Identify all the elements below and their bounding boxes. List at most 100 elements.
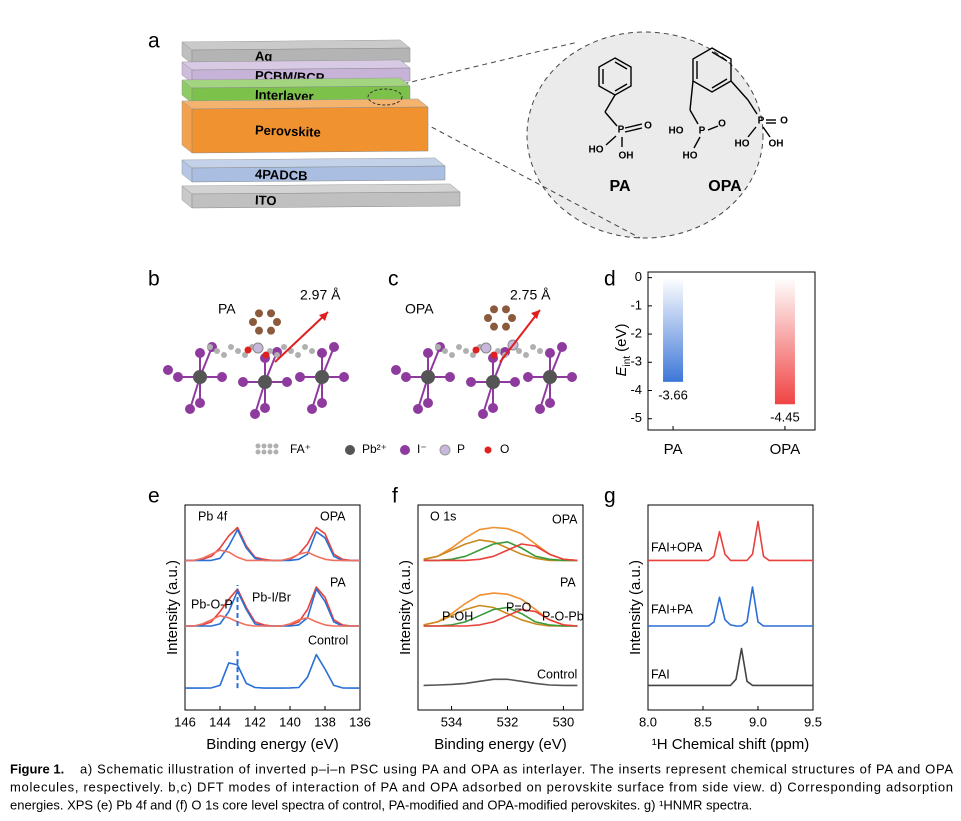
spectrum-line xyxy=(423,541,578,562)
x-tick-label: 136 xyxy=(349,714,371,729)
y-tick-label: -2 xyxy=(630,326,642,341)
distance-arrow xyxy=(499,309,541,363)
molecule-name: PA xyxy=(609,178,630,195)
atom-label: P xyxy=(699,126,706,137)
spectrum-line xyxy=(423,678,578,687)
fa-atom xyxy=(235,348,241,354)
legend-icon xyxy=(261,449,267,455)
iodide xyxy=(466,377,476,387)
x-axis-label: Binding energy (eV) xyxy=(206,736,339,753)
lead xyxy=(193,370,207,384)
atom-label: OH xyxy=(619,151,634,162)
layer-top-shade xyxy=(182,99,428,109)
legend-label: P xyxy=(457,442,465,456)
y-tick-label: -3 xyxy=(630,354,642,369)
iodide xyxy=(535,404,545,414)
layer-label: 4PADCB xyxy=(255,166,308,183)
iodide xyxy=(423,398,433,408)
carbon xyxy=(255,309,263,318)
dft-distance: 2.97 Å xyxy=(300,287,341,303)
legend-icon xyxy=(273,443,279,449)
annotation: OPA xyxy=(552,512,578,526)
layer-label: Interlayer xyxy=(255,87,314,104)
spectrum-line xyxy=(423,604,578,627)
oxygen xyxy=(244,346,252,354)
zoom-line xyxy=(391,105,641,239)
fa-atom xyxy=(281,344,287,350)
legend-icon xyxy=(345,445,355,455)
carbon xyxy=(267,326,275,335)
iodide xyxy=(445,372,455,382)
annotation: PA xyxy=(560,575,576,589)
fa-atom xyxy=(442,348,448,354)
carbon xyxy=(484,314,492,322)
atom-label: OH xyxy=(769,139,784,150)
fa-atom xyxy=(516,348,522,354)
iodide xyxy=(391,365,401,375)
annotation: OPA xyxy=(320,509,346,523)
legend-label: FA⁺ xyxy=(290,442,311,456)
iodide xyxy=(195,398,205,408)
fa-atom xyxy=(214,348,220,354)
iodide xyxy=(217,372,227,382)
layer-front xyxy=(191,106,429,154)
atom-label: HO xyxy=(683,151,698,162)
panel-label: d xyxy=(604,268,616,291)
oxygen xyxy=(472,346,480,354)
annotation: FAI xyxy=(651,667,670,681)
x-tick-label: OPA xyxy=(770,441,801,458)
value-label: -4.45 xyxy=(770,410,800,425)
legend-icon xyxy=(484,446,492,454)
fa-atom xyxy=(449,352,455,358)
phosphorus xyxy=(252,342,264,354)
layer-top-shade xyxy=(182,184,460,194)
oxygen xyxy=(490,351,498,359)
iodide xyxy=(173,372,183,382)
annotation: O 1s xyxy=(430,509,456,523)
spectrum-line xyxy=(185,549,360,562)
value-label: -3.66 xyxy=(658,387,688,402)
lead xyxy=(421,370,435,384)
phosphorus xyxy=(480,342,492,354)
iodide xyxy=(260,403,270,413)
carbon xyxy=(249,318,257,326)
caption-line: energies. XPS (e) Pb 4f and (f) O 1s cor… xyxy=(10,797,752,812)
iodide xyxy=(478,409,488,419)
atom-label: O xyxy=(780,116,788,127)
spectrum-line xyxy=(423,543,578,562)
x-tick-label: 9.5 xyxy=(804,714,822,729)
annotation: Pb-O-P xyxy=(191,597,233,611)
chemical-structure xyxy=(598,47,776,149)
x-tick-label: 138 xyxy=(314,714,336,729)
carbon xyxy=(255,326,263,335)
x-tick-label: 144 xyxy=(209,714,231,729)
bar xyxy=(774,277,795,404)
plot-frame xyxy=(647,504,814,711)
x-tick-label: 534 xyxy=(441,714,463,729)
iodide xyxy=(557,342,567,352)
spectrum-line xyxy=(423,539,578,562)
iodide xyxy=(413,404,423,414)
x-axis-label: Binding energy (eV) xyxy=(434,736,567,753)
layer-label: ITO xyxy=(255,192,277,208)
annotation: Pb 4f xyxy=(198,509,228,523)
atom-label: HO xyxy=(669,126,684,137)
panel-label: f xyxy=(392,485,398,508)
annotation: Pb-I/Br xyxy=(252,590,291,604)
caption-line: a) Schematic illustration of inverted p–… xyxy=(80,761,953,776)
fa-atom xyxy=(242,352,248,358)
fa-atom xyxy=(495,348,501,354)
layer-side xyxy=(181,100,193,154)
iodide xyxy=(567,372,577,382)
panel-label: g xyxy=(604,485,616,508)
panel-label: a xyxy=(148,30,160,53)
carbon xyxy=(502,322,510,331)
layer-front xyxy=(191,191,461,209)
arrow-head xyxy=(531,310,540,319)
y-tick-label: -5 xyxy=(630,410,642,425)
fa-atom xyxy=(537,348,543,354)
layer-top-shade xyxy=(182,158,445,168)
atom-label: HO xyxy=(589,145,604,156)
legend-icon xyxy=(439,444,451,456)
iodide xyxy=(329,342,339,352)
